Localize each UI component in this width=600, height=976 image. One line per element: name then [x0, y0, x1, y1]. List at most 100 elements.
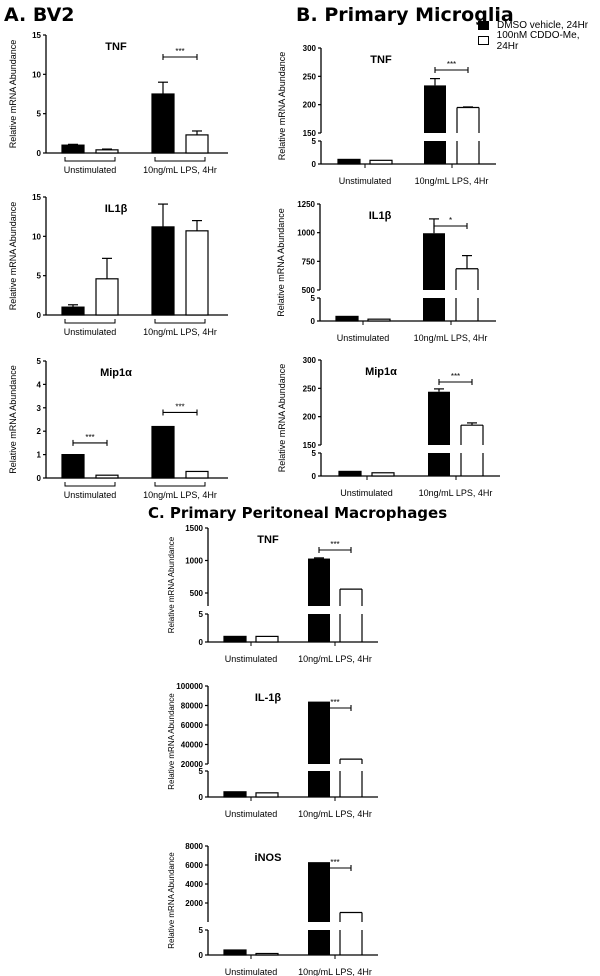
significance-marker: *** [451, 372, 460, 381]
chart-title: IL-1β [255, 692, 282, 704]
svg-text:3: 3 [37, 404, 42, 413]
x-tick-label: Unstimulated [340, 488, 393, 498]
x-tick-label: Unstimulated [64, 490, 117, 500]
legend: DMSO vehicle, 24Hr 100nM CDDO-Me, 24Hr [478, 18, 600, 52]
svg-text:6000: 6000 [185, 861, 203, 870]
chart-title: IL1β [105, 203, 128, 215]
svg-text:1250: 1250 [297, 200, 315, 209]
panel-a-title: A. BV2 [4, 4, 75, 26]
svg-text:80000: 80000 [181, 702, 204, 711]
x-tick-label: 10ng/mL LPS, 4Hr [419, 488, 493, 498]
significance-marker: *** [330, 858, 339, 867]
chart-title: TNF [257, 534, 279, 546]
svg-text:5: 5 [312, 449, 317, 458]
x-tick-label: Unstimulated [64, 327, 117, 337]
x-tick-label: 10ng/mL LPS, 4Hr [143, 165, 217, 175]
y-axis-label: Relative mRNA Abundance [167, 536, 176, 633]
svg-text:300: 300 [303, 44, 317, 53]
svg-text:0: 0 [37, 311, 42, 320]
x-tick-label: 10ng/mL LPS, 4Hr [298, 654, 372, 664]
significance-marker: *** [175, 47, 184, 56]
svg-text:300: 300 [303, 356, 317, 365]
x-tick-label: 10ng/mL LPS, 4Hr [298, 967, 372, 976]
significance-marker: *** [330, 698, 339, 707]
significance-marker: *** [330, 540, 339, 549]
svg-text:1500: 1500 [185, 524, 203, 533]
y-axis-label: Relative mRNA Abundance [276, 208, 286, 317]
legend-swatch-white [478, 36, 489, 45]
svg-text:2000: 2000 [185, 899, 203, 908]
svg-text:0: 0 [199, 638, 204, 647]
x-tick-label: Unstimulated [225, 809, 278, 819]
svg-text:0: 0 [37, 149, 42, 158]
svg-text:100000: 100000 [176, 682, 203, 691]
x-tick-label: Unstimulated [339, 176, 392, 186]
svg-text:4000: 4000 [185, 880, 203, 889]
y-axis-label: Relative mRNA Abundance [167, 852, 176, 949]
svg-text:500: 500 [190, 589, 204, 598]
svg-text:4: 4 [37, 380, 42, 389]
svg-text:5: 5 [312, 137, 317, 146]
chart-title: Mip1α [100, 367, 132, 379]
svg-text:2: 2 [37, 427, 42, 436]
svg-text:500: 500 [302, 286, 316, 295]
legend-item-dmso: DMSO vehicle, 24Hr [478, 18, 600, 33]
svg-text:60000: 60000 [181, 721, 204, 730]
y-axis-label: Relative mRNA Abundance [8, 365, 18, 474]
legend-label: DMSO vehicle, 24Hr [497, 20, 589, 31]
chart-title: TNF [370, 54, 392, 66]
x-tick-label: Unstimulated [337, 333, 390, 343]
svg-text:0: 0 [312, 472, 317, 481]
x-tick-label: 10ng/mL LPS, 4Hr [414, 333, 488, 343]
panel-c-title: C. Primary Peritoneal Macrophages [148, 504, 448, 522]
y-axis-label: Relative mRNA Abundance [277, 52, 287, 161]
svg-text:250: 250 [303, 72, 317, 81]
svg-text:750: 750 [302, 257, 316, 266]
x-tick-label: 10ng/mL LPS, 4Hr [143, 490, 217, 500]
chart-title: iNOS [255, 852, 282, 864]
svg-text:1000: 1000 [185, 557, 203, 566]
x-tick-label: 10ng/mL LPS, 4Hr [143, 327, 217, 337]
significance-marker: *** [447, 60, 456, 69]
svg-text:150: 150 [303, 129, 317, 138]
svg-text:200: 200 [303, 101, 317, 110]
svg-text:5: 5 [199, 926, 204, 935]
x-tick-label: Unstimulated [64, 165, 117, 175]
svg-text:1000: 1000 [297, 229, 315, 238]
svg-text:1: 1 [37, 451, 42, 460]
y-axis-label: Relative mRNA Abundance [167, 693, 176, 790]
x-tick-label: 10ng/mL LPS, 4Hr [298, 809, 372, 819]
chart-title: Mip1α [365, 366, 397, 378]
svg-text:10: 10 [32, 232, 41, 241]
svg-text:5: 5 [37, 110, 42, 119]
svg-text:20000: 20000 [181, 760, 204, 769]
svg-text:5: 5 [37, 357, 42, 366]
x-tick-label: Unstimulated [225, 654, 278, 664]
svg-text:15: 15 [32, 193, 41, 202]
legend-label: 100nM CDDO-Me, 24Hr [496, 29, 580, 52]
chart-title: TNF [105, 41, 127, 53]
y-axis-label: Relative mRNA Abundance [8, 40, 18, 149]
significance-marker: *** [85, 433, 94, 442]
significance-marker: *** [175, 402, 184, 411]
svg-text:0: 0 [199, 793, 204, 802]
svg-text:40000: 40000 [181, 741, 204, 750]
panel-b-title: B. Primary Microglia [296, 4, 514, 26]
x-tick-label: 10ng/mL LPS, 4Hr [415, 176, 489, 186]
legend-swatch-black [478, 21, 489, 30]
svg-text:5: 5 [199, 767, 204, 776]
significance-marker: * [449, 216, 452, 225]
x-tick-label: Unstimulated [225, 967, 278, 976]
legend-item-cddo: 100nM CDDO-Me, 24Hr [478, 30, 600, 52]
svg-text:0: 0 [37, 474, 42, 483]
svg-text:15: 15 [32, 31, 41, 40]
svg-text:8000: 8000 [185, 842, 203, 851]
svg-text:5: 5 [311, 294, 316, 303]
